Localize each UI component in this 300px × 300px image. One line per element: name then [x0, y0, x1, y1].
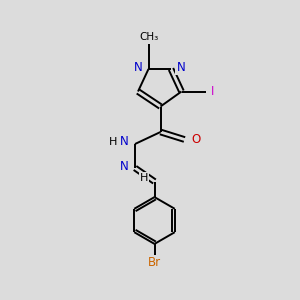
- Text: N: N: [134, 61, 143, 74]
- Text: N: N: [120, 135, 128, 148]
- Text: O: O: [191, 133, 200, 146]
- Text: Br: Br: [148, 256, 161, 269]
- Text: H: H: [140, 173, 148, 183]
- Text: H: H: [109, 136, 118, 147]
- Text: N: N: [120, 160, 128, 173]
- Text: I: I: [211, 85, 214, 98]
- Text: CH₃: CH₃: [139, 32, 158, 42]
- Text: N: N: [176, 61, 185, 74]
